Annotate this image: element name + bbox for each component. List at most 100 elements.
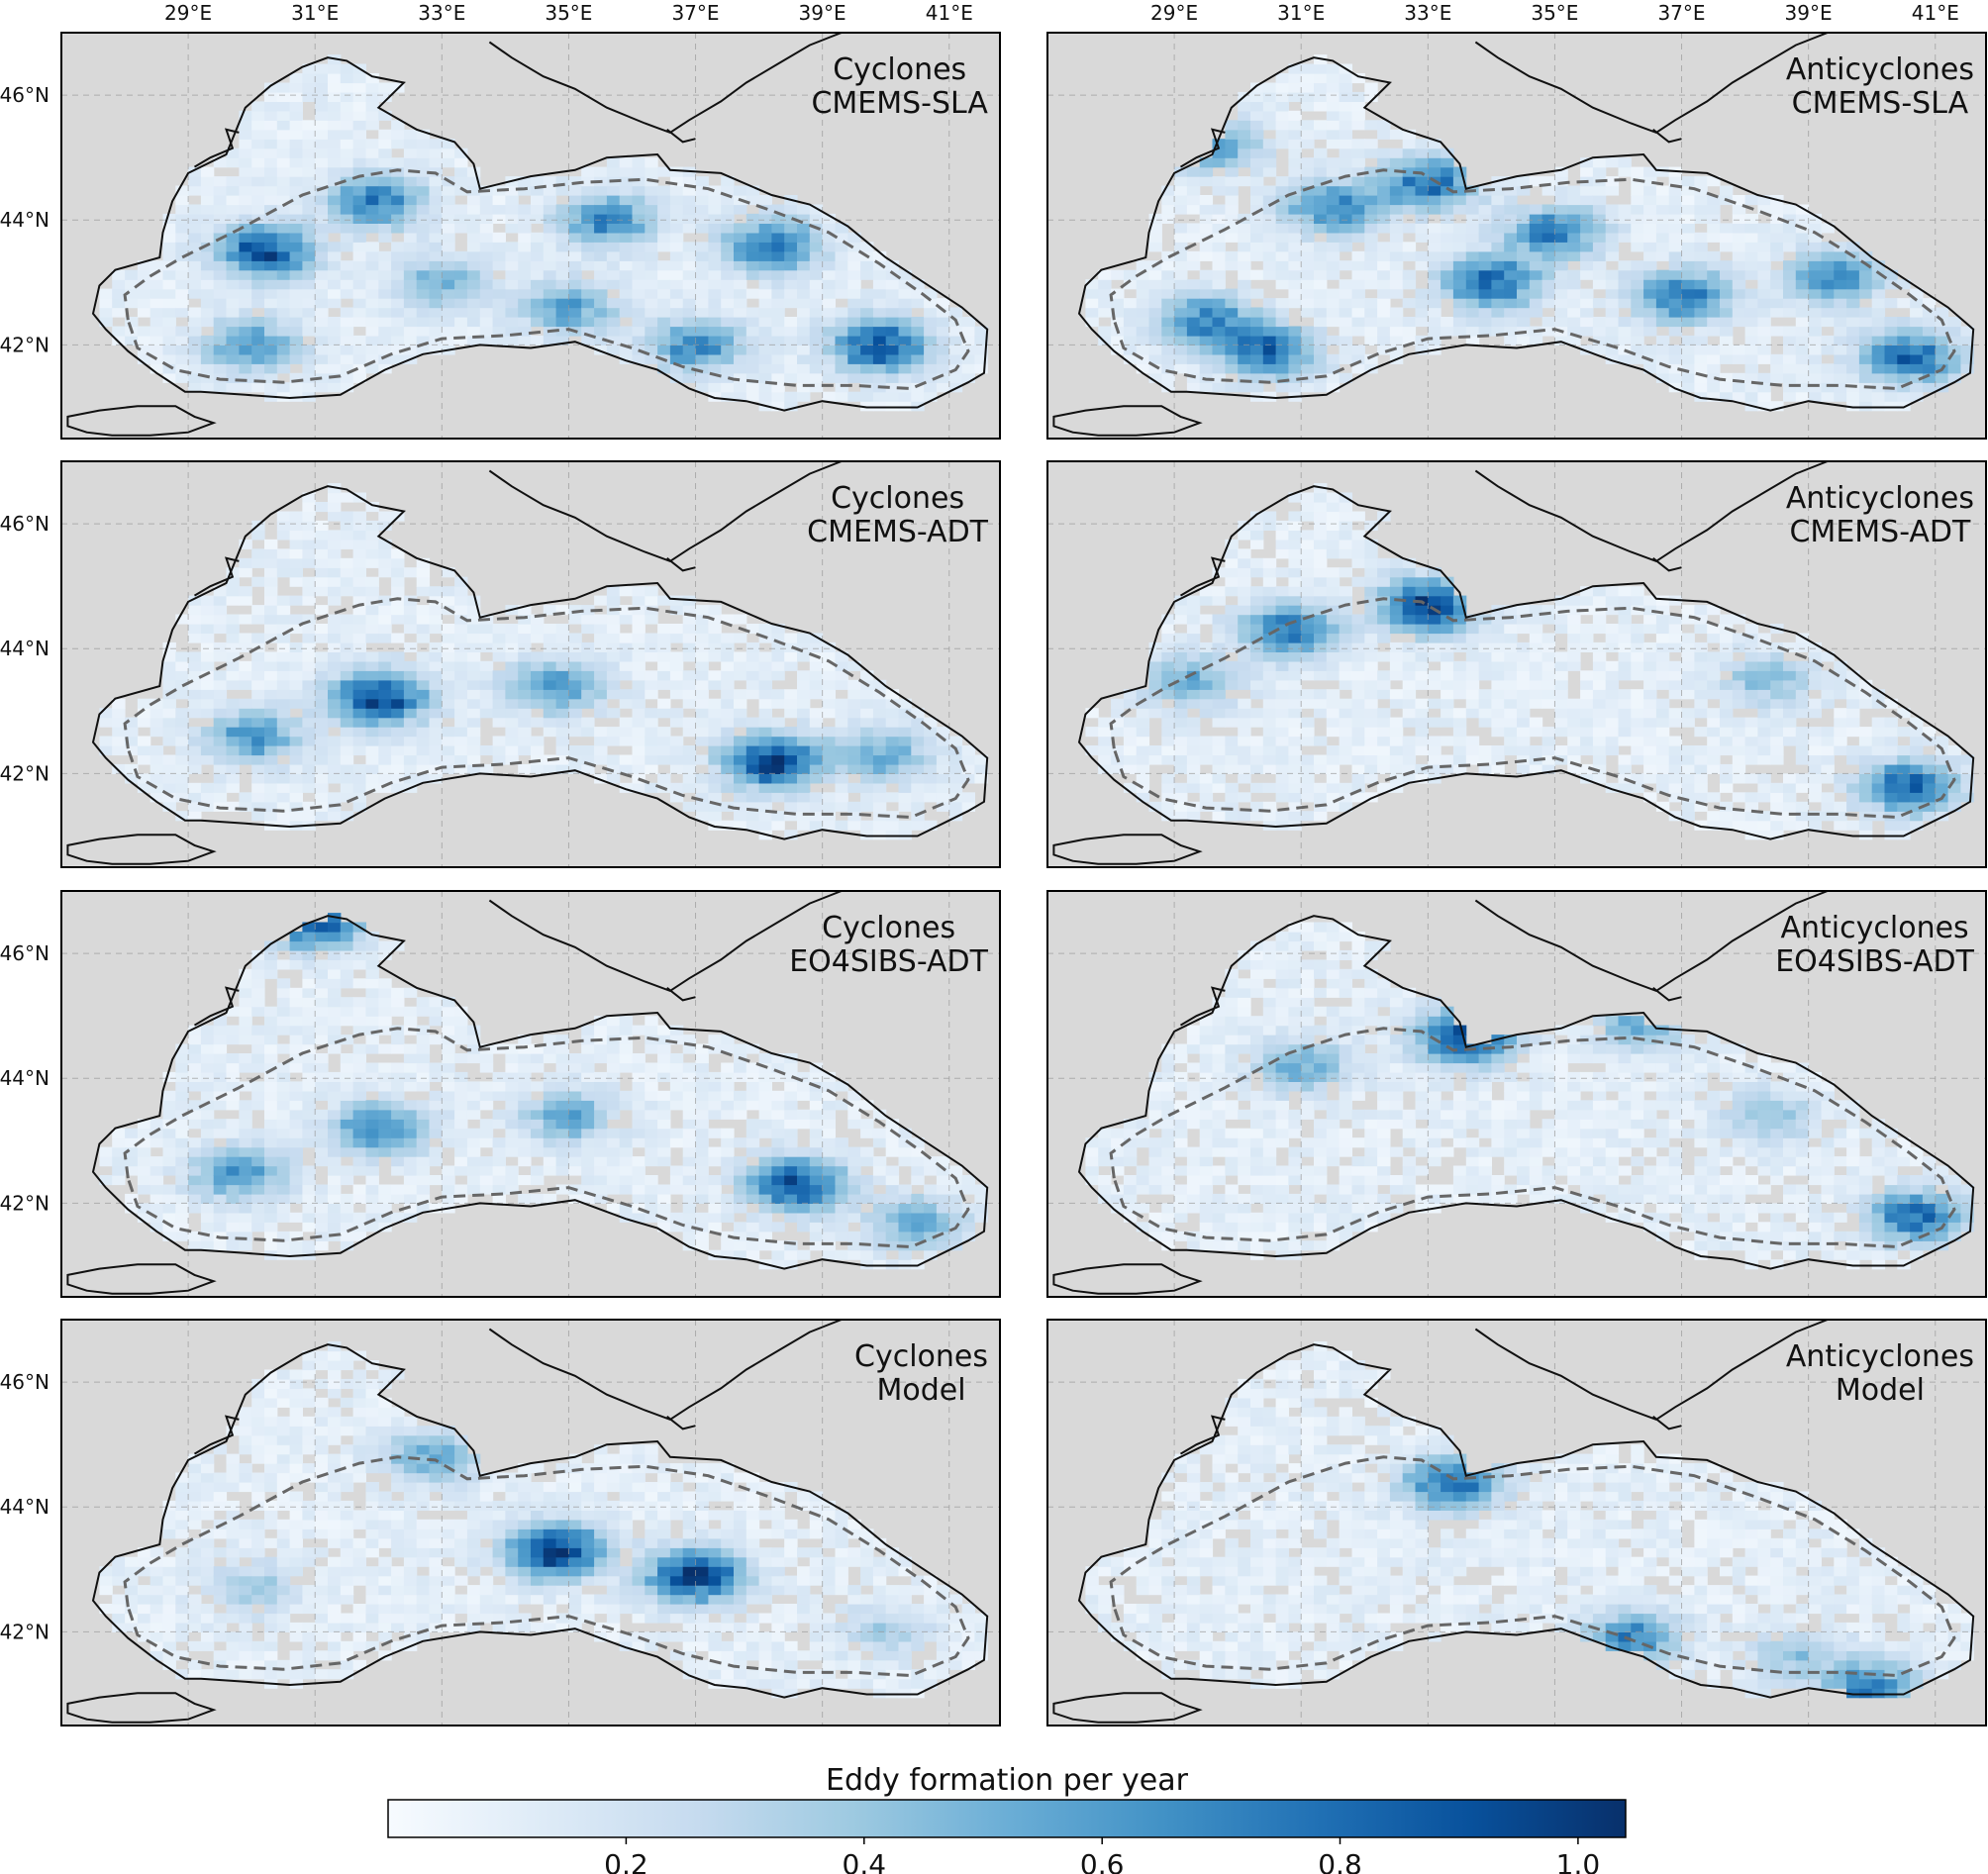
density-cell [1326, 520, 1341, 531]
density-cell [543, 679, 557, 690]
density-cell [213, 353, 228, 364]
density-cell [466, 242, 481, 252]
density-cell [1415, 223, 1429, 234]
density-cell [352, 204, 366, 215]
density-cell [1668, 279, 1683, 290]
density-cell [302, 633, 316, 643]
density-cell [911, 708, 925, 719]
density-cell [1707, 250, 1721, 261]
density-cell [721, 213, 735, 224]
density-cell [1161, 782, 1175, 793]
density-cell [708, 820, 722, 831]
density-cell [822, 660, 836, 671]
density-cell [632, 176, 646, 187]
density-cell [924, 335, 938, 345]
density-cell [1314, 492, 1328, 503]
density-cell [1123, 307, 1138, 318]
density-cell [1174, 242, 1188, 252]
density-cell [1389, 660, 1404, 671]
density-cell [1517, 279, 1531, 290]
density-cell [1478, 279, 1492, 290]
density-cell [1757, 223, 1771, 234]
density-cell [264, 269, 278, 280]
density-cell [1567, 213, 1581, 224]
density-cell [149, 288, 164, 299]
density-cell [708, 260, 722, 271]
density-cell [632, 689, 646, 700]
density-cell [581, 670, 595, 681]
density-cell [1884, 363, 1898, 374]
density-cell [885, 288, 900, 299]
density-cell [1111, 698, 1125, 709]
density-cell [1186, 204, 1201, 215]
density-cell [1186, 176, 1201, 187]
density-cell [1301, 63, 1315, 74]
density-cell [1389, 129, 1404, 140]
density-cell [1668, 204, 1683, 215]
density-cell [1668, 269, 1683, 280]
density-cell [302, 557, 316, 568]
density-cell [505, 269, 519, 280]
density-cell [695, 279, 709, 290]
density-cell [1225, 708, 1239, 719]
density-cell [1364, 651, 1378, 662]
density-cell [1262, 586, 1277, 597]
density-cell [1389, 148, 1404, 158]
density-cell [200, 223, 215, 234]
density-cell [1795, 288, 1810, 299]
density-cell [1199, 586, 1214, 597]
density-cell [784, 641, 798, 652]
density-cell [264, 548, 278, 559]
density-cell [555, 670, 569, 681]
density-cell [328, 641, 342, 652]
density-cell [276, 317, 291, 328]
density-cell [1707, 223, 1721, 234]
density-cell [378, 708, 392, 719]
density-cell [1314, 557, 1328, 568]
density-cell [721, 708, 735, 719]
density-cell [352, 624, 366, 635]
density-cell [1250, 708, 1264, 719]
density-cell [1377, 708, 1391, 719]
density-cell [771, 353, 785, 364]
density-cell [1212, 382, 1226, 393]
density-cell [1098, 745, 1112, 756]
density-cell [1858, 269, 1873, 280]
density-cell [708, 782, 722, 793]
density-cell [466, 298, 481, 309]
density-cell [1441, 605, 1454, 616]
density-cell [1275, 520, 1289, 531]
density-cell [1301, 176, 1315, 187]
density-cell [340, 614, 354, 625]
density-cell [1846, 391, 1860, 402]
density-cell [1123, 279, 1138, 290]
density-cell [226, 204, 240, 215]
density-cell [1186, 307, 1201, 318]
density-cell [1161, 745, 1175, 756]
density-cell [1808, 382, 1822, 393]
density-cell [1275, 614, 1289, 625]
density-cell [708, 326, 722, 337]
density-cell [1529, 660, 1543, 671]
density-cell [264, 298, 278, 309]
density-cell [1428, 195, 1441, 206]
density-cell [251, 139, 265, 149]
density-cell [302, 372, 316, 383]
density-cell [1212, 157, 1226, 168]
density-cell [797, 820, 811, 831]
density-cell [543, 223, 557, 234]
density-cell [1098, 754, 1112, 765]
density-cell [1136, 792, 1150, 803]
density-cell [352, 708, 366, 719]
density-cell [1592, 345, 1607, 355]
density-cell [1212, 176, 1226, 187]
density-cell [568, 232, 582, 243]
density-cell [1262, 213, 1277, 224]
density-cell [606, 195, 621, 206]
density-cell [606, 595, 621, 606]
density-cell [1238, 595, 1251, 606]
density-cell [695, 269, 709, 280]
density-cell [695, 614, 709, 625]
density-cell [835, 223, 848, 234]
density-cell [1428, 586, 1441, 597]
